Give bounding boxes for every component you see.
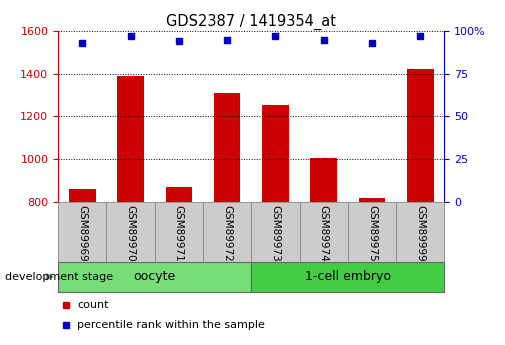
Bar [58, 262, 251, 292]
Bar [117, 76, 144, 202]
Bar [396, 202, 444, 262]
Bar [58, 202, 107, 262]
Bar [311, 158, 337, 202]
Text: GSM89971: GSM89971 [174, 205, 184, 262]
Bar [407, 69, 433, 202]
Bar [69, 189, 95, 202]
Bar [359, 198, 385, 202]
Bar [166, 187, 192, 202]
Text: GSM89999: GSM89999 [415, 205, 425, 262]
Bar [203, 202, 251, 262]
Bar [299, 202, 348, 262]
Bar [214, 93, 240, 202]
Bar [348, 202, 396, 262]
Bar [262, 105, 289, 202]
Text: count: count [77, 299, 109, 309]
Text: GSM89973: GSM89973 [270, 205, 280, 262]
Text: GSM89970: GSM89970 [126, 205, 135, 262]
Bar [155, 202, 203, 262]
Text: GSM89975: GSM89975 [367, 205, 377, 262]
Text: GSM89969: GSM89969 [77, 205, 87, 262]
Title: GDS2387 / 1419354_at: GDS2387 / 1419354_at [166, 13, 336, 30]
Text: percentile rank within the sample: percentile rank within the sample [77, 320, 265, 330]
Text: GSM89972: GSM89972 [222, 205, 232, 262]
Text: 1-cell embryo: 1-cell embryo [305, 270, 391, 283]
Bar [107, 202, 155, 262]
Text: development stage: development stage [5, 272, 113, 282]
Text: GSM89974: GSM89974 [319, 205, 329, 262]
Bar [251, 262, 444, 292]
Bar [251, 202, 299, 262]
Text: oocyte: oocyte [133, 270, 176, 283]
